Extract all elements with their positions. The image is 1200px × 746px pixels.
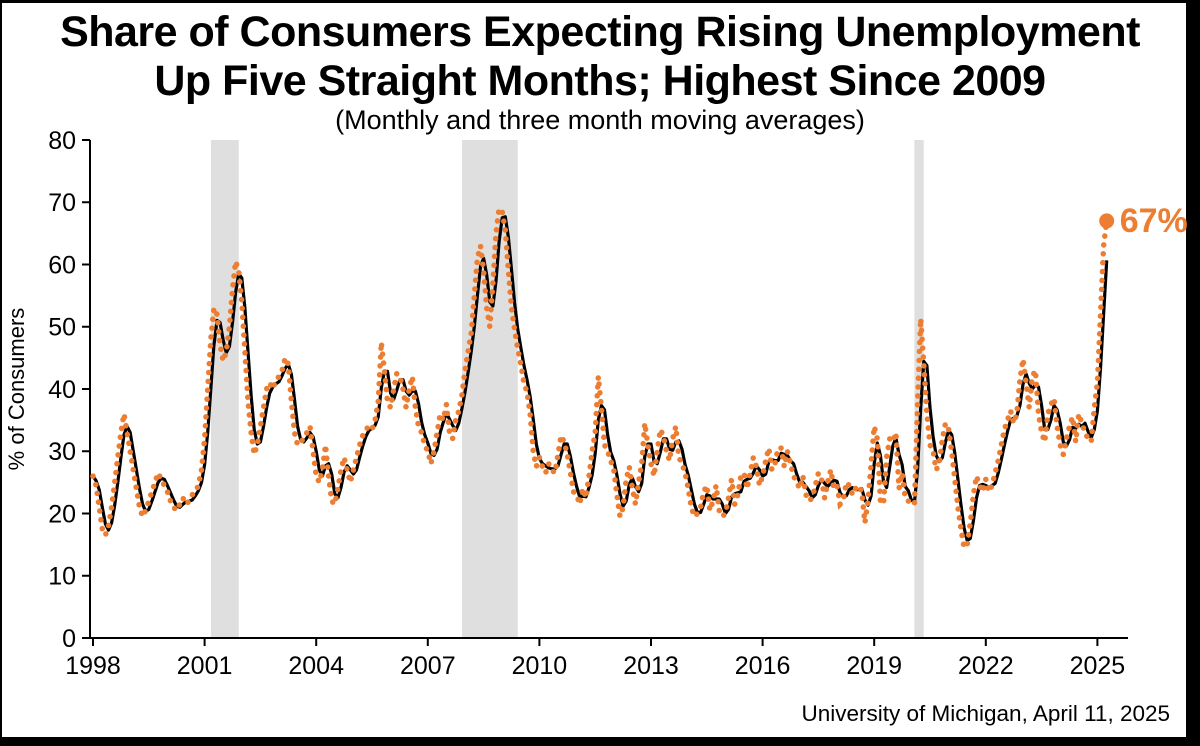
frame-border-left	[0, 0, 2, 746]
recession-band	[462, 140, 518, 638]
x-tick-label: 2019	[846, 652, 902, 680]
x-tick-label: 2013	[623, 652, 679, 680]
x-tick-label: 2007	[400, 652, 456, 680]
latest-value-marker	[1099, 213, 1115, 229]
y-tick-label: 60	[48, 251, 76, 279]
x-tick-label: 2004	[288, 652, 344, 680]
y-tick-label: 20	[48, 500, 76, 528]
chart-title-line1: Share of Consumers Expecting Rising Unem…	[60, 8, 1140, 56]
source-attribution: University of Michigan, April 11, 2025	[801, 701, 1170, 726]
y-tick-label: 50	[48, 314, 76, 342]
x-tick-label: 2022	[958, 652, 1014, 680]
x-tick-label: 1998	[65, 652, 121, 680]
x-tick-label: 2025	[1070, 652, 1126, 680]
frame-border-right	[1186, 0, 1200, 746]
recession-band	[210, 140, 239, 638]
chart-subtitle: (Monthly and three month moving averages…	[335, 105, 865, 135]
y-axis-label: % of Consumers	[4, 308, 29, 471]
y-tick-label: 30	[48, 438, 76, 466]
x-tick-label: 2001	[177, 652, 233, 680]
y-tick-label: 70	[48, 189, 76, 217]
x-tick-label: 2016	[735, 652, 791, 680]
latest-value-annotation: 67%	[1120, 202, 1188, 240]
y-tick-label: 80	[48, 127, 76, 155]
chart-title-line2: Up Five Straight Months; Highest Since 2…	[154, 57, 1046, 105]
frame-border-top	[0, 0, 1200, 3]
monthly-dotted-line	[90, 202, 1110, 554]
frame-border-bottom	[0, 737, 1200, 746]
y-tick-label: 0	[62, 625, 76, 653]
y-tick-label: 40	[48, 376, 76, 404]
y-tick-label: 10	[48, 563, 76, 591]
x-tick-label: 2010	[512, 652, 568, 680]
